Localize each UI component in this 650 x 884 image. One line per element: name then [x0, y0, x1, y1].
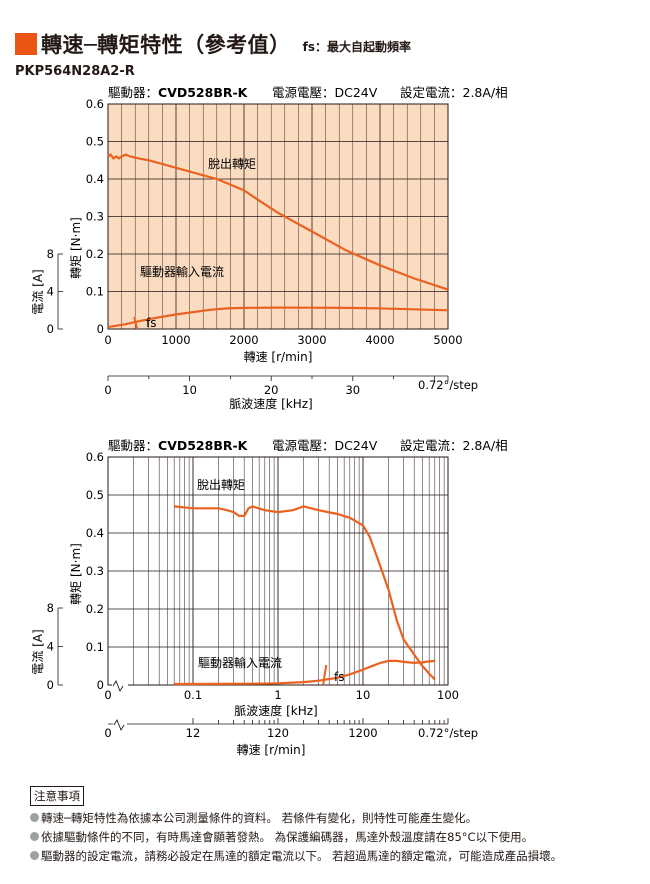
chart-2-speed-axis: 0 12 120 1200 0.72°/step — [104, 718, 478, 740]
chart-1-grid — [107, 103, 449, 330]
chart-2-pulse-ticks: 0 0.1 1 10 100 — [104, 688, 459, 702]
chart-1-fs-marker — [133, 316, 139, 330]
speed-tick-label: 12 — [186, 726, 201, 740]
speed-tick-label: 120 — [267, 726, 289, 740]
torque-tick-label: 0.1 — [86, 640, 104, 654]
bullet-icon — [30, 832, 39, 841]
chart-2-log-pulse: 驅動器：CVD528BR-K 電源電壓：DC24V 設定電流：2.8A/相 00… — [31, 438, 508, 757]
model-number: PKP564N28A2-R — [15, 64, 135, 79]
torque-tick-label: 0.2 — [86, 602, 104, 616]
current-tick-label: 8 — [47, 601, 54, 615]
section-title: 轉速─轉矩特性（參考值） — [41, 33, 291, 57]
current-tick-label: 0 — [47, 322, 54, 336]
chart-1-current-curve-label: 驅動器輸入電流 — [140, 264, 224, 279]
torque-tick-label: 0.4 — [86, 172, 104, 186]
note-item: 轉速─轉矩特性為依據本公司測量條件的資料。 若條件有變化，則特性可能產生變化。 — [30, 809, 562, 828]
speed-tick-label: 1000 — [161, 333, 190, 347]
torque-tick-label: 0.6 — [86, 97, 104, 111]
chart-1-power-condition: 電源電壓：DC24V — [272, 85, 378, 100]
chart-1-pullout-label: 脫出轉矩 — [208, 156, 256, 171]
pulse-tick-label: 0 — [104, 383, 111, 397]
torque-tick-label: 0.5 — [86, 488, 104, 502]
chart-2-pulse-axis-label: 脈波速度 [kHz] — [234, 703, 317, 718]
current-tick-label: 4 — [47, 285, 54, 299]
pulse-tick-label: 0 — [104, 688, 111, 702]
torque-tick-label: 0 — [97, 322, 104, 336]
chart-1-driver-label: 驅動器：CVD528BR-K — [108, 85, 249, 100]
chart-2-current-axis: 0 4 8 — [47, 601, 63, 692]
chart-1-input-current-line — [107, 306, 449, 329]
chart-1-fs-label: fs — [146, 316, 156, 330]
chart-1-pulse-axis-label: 脈波速度 [kHz] — [229, 396, 312, 411]
pulse-tick-label: 30 — [345, 383, 360, 397]
note-item: 依據驅動條件的不同，有時馬達會顯著發熱。 為保護編碼器，馬達外殼溫度請在85°C… — [30, 828, 562, 847]
pulse-tick-label: 1 — [274, 688, 281, 702]
chart-2-torque-ticks: 0 0.1 0.2 0.3 0.4 0.5 0.6 — [86, 450, 104, 692]
chart-2-speed-axis-label: 轉速 [r/min] — [237, 743, 306, 757]
note-item: 驅動器的設定電流，請務必設定在馬達的額定電流以下。 若超過馬達的額定電流，可能造… — [30, 847, 562, 866]
bullet-icon — [30, 813, 39, 822]
notes-section: 注意事項 轉速─轉矩特性為依據本公司測量條件的資料。 若條件有變化，則特性可能產… — [30, 785, 562, 866]
chart-1-torque-ticks: 0 0.1 0.2 0.3 0.4 0.5 0.6 — [86, 97, 104, 336]
torque-tick-label: 0 — [97, 678, 104, 692]
pulse-tick-label: 0.1 — [184, 688, 202, 702]
chart-1-plot-border — [107, 103, 449, 330]
chart-1-current-condition: 設定電流：2.8A/相 — [400, 85, 508, 100]
chart-1-current-axis-label: 電流 [A] — [31, 269, 45, 314]
torque-tick-label: 0.1 — [86, 285, 104, 299]
chart-1-speed-ticks: 0 1000 2000 3000 4000 5000 — [104, 333, 462, 347]
speed-tick-label: 2000 — [229, 333, 258, 347]
speed-tick-label: 4000 — [365, 333, 394, 347]
chart-2-input-current-line — [174, 659, 435, 686]
chart-2-current-condition: 設定電流：2.8A/相 — [400, 438, 508, 453]
current-tick-label: 8 — [47, 247, 54, 261]
chart-2-driver-label: 驅動器：CVD528BR-K — [108, 438, 249, 453]
chart-1-linear-speed: 驅動器：CVD528BR-K 電源電壓：DC24V 設定電流：2.8A/相 00… — [31, 85, 508, 411]
section-subtitle: fs：最大自起動頻率 — [302, 39, 412, 54]
chart-2-torque-axis-label: 轉矩 [N·m] — [69, 543, 83, 605]
chart-1-pullout-torque-line — [107, 153, 449, 291]
axis-break-icon — [112, 679, 124, 693]
torque-tick-label: 0.3 — [86, 564, 104, 578]
chart-2-current-axis-label: 電流 [A] — [31, 629, 45, 674]
torque-tick-label: 0.3 — [86, 210, 104, 224]
speed-tick-label: 1200 — [348, 726, 377, 740]
axis-break-mask — [113, 719, 127, 729]
chart-1-current-axis: 0 4 8 — [47, 247, 63, 336]
pulse-tick-label: 100 — [437, 688, 459, 702]
orange-square-icon — [15, 33, 37, 55]
chart-1-pulse-axis: 0 10 20 30 0.72°/step — [104, 375, 478, 397]
chart-1-torque-axis-label: 轉矩 [N·m] — [69, 217, 83, 279]
axis-break-mask — [112, 680, 128, 690]
section-header: 轉速─轉矩特性（參考值） fs：最大自起動頻率 — [15, 30, 411, 58]
chart-2-power-condition: 電源電壓：DC24V — [272, 438, 378, 453]
torque-tick-label: 0.2 — [86, 247, 104, 261]
bullet-icon — [30, 851, 39, 860]
speed-unit-label: 0.72°/step — [418, 726, 478, 740]
pulse-tick-label: 10 — [356, 688, 371, 702]
speed-tick-label: 0 — [104, 726, 111, 740]
chart-2-pullout-torque-line — [173, 505, 436, 681]
chart-2-pullout-label: 脫出轉矩 — [197, 477, 245, 492]
current-tick-label: 4 — [47, 640, 54, 654]
chart-2-grid — [107, 456, 449, 693]
current-tick-label: 0 — [47, 678, 54, 692]
speed-tick-label: 5000 — [433, 333, 462, 347]
pulse-tick-label: 20 — [264, 383, 279, 397]
notes-title: 注意事項 — [30, 786, 84, 806]
pulse-tick-label: 10 — [182, 383, 197, 397]
speed-tick-label: 0 — [104, 333, 111, 347]
axis-break-icon — [113, 718, 125, 732]
pulse-unit-label: 0.72°/step — [418, 378, 478, 392]
chart-2-fs-label: fs — [334, 670, 344, 684]
chart-2-current-curve-label: 驅動器輸入電流 — [198, 655, 282, 670]
chart-1-speed-axis-label: 轉速 [r/min] — [244, 350, 313, 364]
speed-tick-label: 3000 — [297, 333, 326, 347]
torque-tick-label: 0.6 — [86, 450, 104, 464]
torque-tick-label: 0.5 — [86, 135, 104, 149]
torque-tick-label: 0.4 — [86, 526, 104, 540]
chart-2-fs-marker — [322, 664, 328, 686]
chart-2-plot-border — [107, 456, 449, 686]
